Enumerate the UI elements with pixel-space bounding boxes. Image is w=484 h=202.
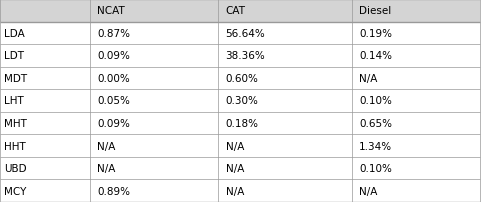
Text: N/A: N/A (225, 186, 243, 196)
Bar (90, 180, 218, 202)
Bar (351, 112, 479, 135)
Text: NCAT: NCAT (97, 6, 124, 16)
Text: CAT: CAT (225, 6, 245, 16)
Text: 0.10%: 0.10% (358, 163, 391, 173)
Bar (351, 180, 479, 202)
Bar (0, 180, 90, 202)
Text: MCY: MCY (4, 186, 26, 196)
Bar (218, 22, 351, 45)
Bar (351, 135, 479, 157)
Bar (351, 22, 479, 45)
Text: 0.89%: 0.89% (97, 186, 130, 196)
Text: 0.00%: 0.00% (97, 74, 130, 84)
Text: Diesel: Diesel (358, 6, 390, 16)
Bar (90, 22, 218, 45)
Bar (0, 22, 90, 45)
Bar (218, 45, 351, 67)
Text: MHT: MHT (4, 118, 27, 128)
Bar (90, 157, 218, 180)
Bar (351, 157, 479, 180)
Text: N/A: N/A (358, 74, 377, 84)
Bar (0, 45, 90, 67)
Text: MDT: MDT (4, 74, 27, 84)
Bar (218, 0, 351, 22)
Bar (0, 90, 90, 112)
Text: 0.65%: 0.65% (358, 118, 391, 128)
Text: 0.19%: 0.19% (358, 29, 391, 39)
Bar (0, 0, 90, 22)
Text: HHT: HHT (4, 141, 26, 151)
Bar (0, 135, 90, 157)
Text: LHT: LHT (4, 96, 24, 106)
Text: 0.14%: 0.14% (358, 51, 391, 61)
Bar (218, 180, 351, 202)
Text: 0.09%: 0.09% (97, 51, 130, 61)
Text: 0.18%: 0.18% (225, 118, 258, 128)
Text: N/A: N/A (358, 186, 377, 196)
Bar (218, 90, 351, 112)
Text: N/A: N/A (225, 141, 243, 151)
Bar (0, 112, 90, 135)
Bar (90, 90, 218, 112)
Text: 0.10%: 0.10% (358, 96, 391, 106)
Bar (0, 67, 90, 90)
Bar (351, 45, 479, 67)
Text: 0.09%: 0.09% (97, 118, 130, 128)
Text: UBD: UBD (4, 163, 27, 173)
Bar (351, 90, 479, 112)
Bar (90, 67, 218, 90)
Bar (218, 135, 351, 157)
Bar (218, 157, 351, 180)
Bar (90, 0, 218, 22)
Text: 0.60%: 0.60% (225, 74, 258, 84)
Text: N/A: N/A (97, 141, 115, 151)
Text: LDA: LDA (4, 29, 25, 39)
Bar (218, 112, 351, 135)
Bar (0, 157, 90, 180)
Text: LDT: LDT (4, 51, 24, 61)
Text: 0.05%: 0.05% (97, 96, 130, 106)
Bar (90, 135, 218, 157)
Bar (351, 67, 479, 90)
Bar (90, 45, 218, 67)
Text: N/A: N/A (97, 163, 115, 173)
Bar (90, 112, 218, 135)
Text: 0.87%: 0.87% (97, 29, 130, 39)
Text: 38.36%: 38.36% (225, 51, 265, 61)
Text: N/A: N/A (225, 163, 243, 173)
Text: 56.64%: 56.64% (225, 29, 265, 39)
Text: 1.34%: 1.34% (358, 141, 391, 151)
Text: 0.30%: 0.30% (225, 96, 258, 106)
Bar (218, 67, 351, 90)
Bar (351, 0, 479, 22)
